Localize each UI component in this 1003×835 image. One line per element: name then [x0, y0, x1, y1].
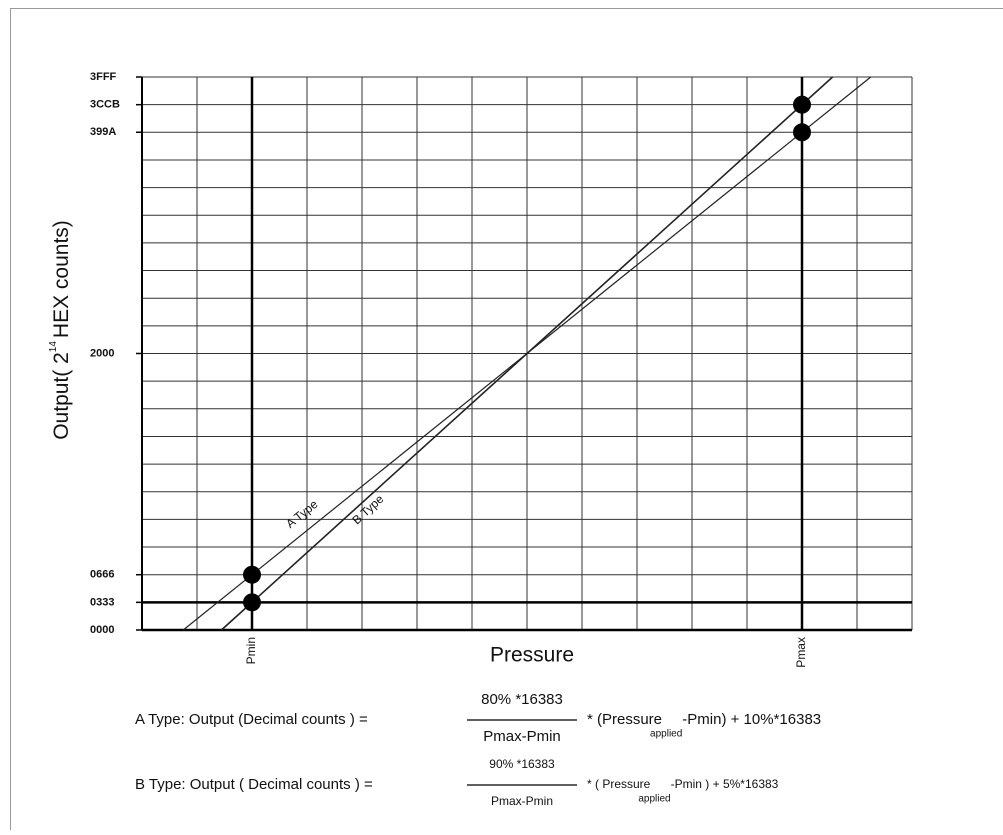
y-tick-label: 0666: [90, 569, 114, 581]
formula-tail: -Pmin) + 10%*16383: [682, 711, 821, 728]
x-tick-label: Pmax: [794, 637, 808, 668]
formula-lead: B Type: Output ( Decimal counts ) =: [135, 776, 373, 793]
formula-lead: A Type: Output (Decimal counts ) =: [135, 711, 368, 728]
formula-sub: applied: [638, 794, 670, 805]
formula-tail: -Pmin ) + 5%*16383: [671, 777, 779, 791]
y-axis-label: Output( 214 HEX counts): [48, 220, 73, 440]
y-tick-label: 399A: [90, 126, 116, 138]
formula-numerator: 90% *16383: [489, 757, 555, 771]
point: [243, 566, 261, 584]
formula-numerator: 80% *16383: [481, 691, 563, 708]
formula-denominator: Pmax-Pmin: [483, 728, 561, 745]
y-tick-label: 0333: [90, 596, 114, 608]
formula-mid: * (Pressure: [587, 711, 662, 728]
series-label: A Type: [283, 497, 320, 531]
point: [793, 96, 811, 114]
y-tick-label: 0000: [90, 624, 114, 636]
formula-denominator: Pmax-Pmin: [491, 794, 553, 808]
y-tick-label: 2000: [90, 347, 114, 359]
y-axis-label-text: Output( 214 HEX counts): [48, 220, 73, 440]
x-tick-label: Pmin: [244, 637, 258, 664]
x-axis-label: Pressure: [490, 644, 574, 667]
formula-sub: applied: [650, 729, 682, 740]
y-tick-label: 3FFF: [90, 71, 117, 83]
y-label-end: HEX counts): [50, 220, 73, 338]
y-label-main: Output( 2: [50, 352, 73, 440]
point: [793, 123, 811, 141]
formula-mid: * ( Pressure: [587, 777, 651, 791]
point: [243, 593, 261, 611]
y-tick-label: 3CCB: [90, 99, 120, 111]
y-label-sup: 14: [48, 341, 59, 353]
